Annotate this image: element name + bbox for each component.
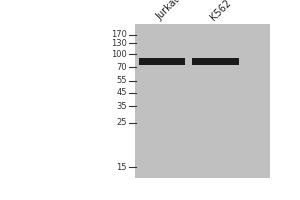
Text: Jurkat: Jurkat bbox=[155, 0, 182, 22]
Text: 55: 55 bbox=[116, 76, 127, 85]
Text: 130: 130 bbox=[111, 39, 127, 48]
Text: 15: 15 bbox=[116, 163, 127, 172]
Text: 100: 100 bbox=[111, 50, 127, 59]
Text: 70: 70 bbox=[116, 63, 127, 72]
Bar bbox=[139, 58, 185, 65]
Text: 45: 45 bbox=[116, 88, 127, 97]
Text: 170: 170 bbox=[111, 30, 127, 39]
Bar bbox=[192, 58, 238, 65]
Text: 35: 35 bbox=[116, 102, 127, 111]
Text: K562: K562 bbox=[208, 0, 233, 22]
Bar bbox=[135, 24, 270, 178]
Text: 25: 25 bbox=[116, 118, 127, 127]
